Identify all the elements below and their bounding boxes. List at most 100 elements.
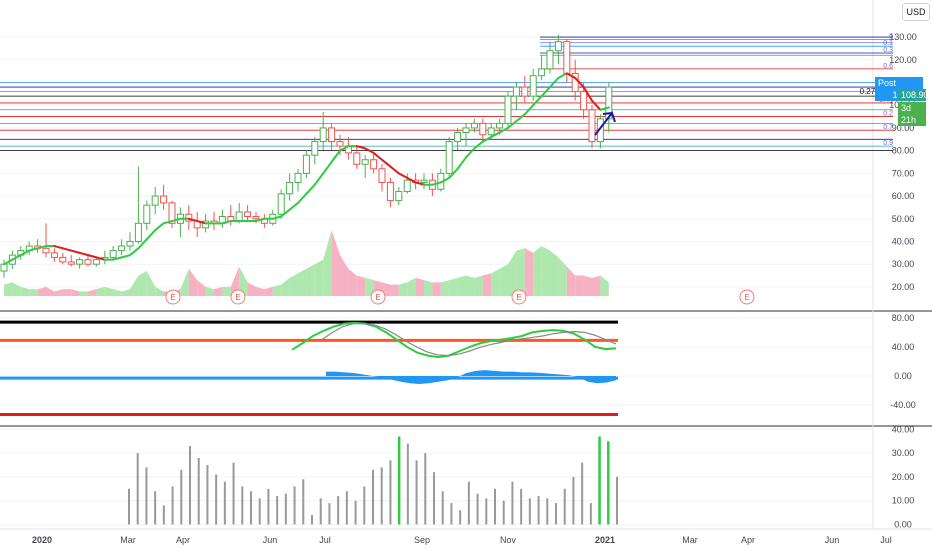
osc-tick-label: 40.00 bbox=[892, 342, 915, 352]
candle-body bbox=[596, 118, 604, 143]
earnings-marker-circle bbox=[370, 289, 386, 305]
moving-average-segment bbox=[145, 229, 157, 241]
candle-body bbox=[160, 195, 168, 204]
volume-area-segment bbox=[407, 277, 416, 296]
volume-area-segment bbox=[457, 275, 466, 296]
earnings-marker-circle bbox=[230, 289, 246, 305]
candle-body bbox=[462, 127, 470, 133]
volume-area-segment bbox=[415, 277, 424, 296]
volume-area-segment bbox=[508, 250, 517, 296]
moving-average-segment bbox=[137, 238, 148, 250]
moving-average-segment bbox=[582, 86, 593, 102]
price-tick-label: 90.00 bbox=[892, 123, 915, 133]
volume-area-segment bbox=[550, 250, 559, 296]
volume-area-segment bbox=[247, 282, 256, 296]
volume-area-segment bbox=[281, 277, 290, 296]
candle-body bbox=[403, 179, 411, 193]
moving-average-segment bbox=[313, 172, 325, 186]
moving-average-segment bbox=[288, 201, 299, 211]
volume-area-segment bbox=[440, 280, 450, 296]
volume-area-segment bbox=[130, 275, 139, 296]
candle-body bbox=[395, 191, 403, 202]
moving-average-segment bbox=[221, 220, 232, 225]
bar-tick-label: 40.00 bbox=[892, 424, 915, 434]
candle-body bbox=[445, 141, 453, 174]
moving-average-segment bbox=[549, 76, 560, 89]
osc-histogram bbox=[326, 370, 616, 384]
volume-area-segment bbox=[256, 286, 265, 296]
moving-average-segment bbox=[372, 151, 383, 161]
volume-area-segment bbox=[432, 282, 441, 296]
time-tick-label: Jun bbox=[825, 535, 840, 545]
bar-tick-label: 20.00 bbox=[892, 472, 915, 482]
earnings-marker-label: E bbox=[375, 293, 380, 302]
volume-area-segment bbox=[575, 275, 584, 296]
moving-average-segment bbox=[28, 247, 39, 252]
volume-area-segment bbox=[340, 255, 349, 296]
candle-body bbox=[202, 220, 210, 229]
moving-average-segment bbox=[70, 249, 81, 254]
earnings-marker: E bbox=[370, 289, 386, 305]
moving-average-segment bbox=[591, 99, 602, 111]
volume-area-segment bbox=[600, 275, 609, 296]
fib-level-label: 0.6 bbox=[883, 63, 893, 70]
volume-area-segment bbox=[4, 282, 13, 296]
candle-body bbox=[538, 68, 546, 77]
candle-body bbox=[286, 181, 294, 195]
candle-body bbox=[521, 86, 529, 97]
price-tick-label: 60.00 bbox=[892, 191, 915, 201]
moving-average-segment bbox=[112, 256, 123, 261]
earnings-marker-label: E bbox=[516, 293, 521, 302]
moving-average-segment bbox=[473, 140, 484, 150]
earnings-marker: E bbox=[739, 289, 755, 305]
time-tick-label: 2020 bbox=[32, 535, 52, 545]
volume-area-segment bbox=[298, 268, 307, 296]
candle-body bbox=[454, 131, 462, 143]
volume-area-segment bbox=[205, 286, 214, 296]
moving-average-segment bbox=[87, 254, 98, 259]
moving-average-segment bbox=[465, 147, 476, 159]
candle-body bbox=[109, 250, 117, 258]
currency-button[interactable]: USD bbox=[902, 3, 930, 21]
volume-area-segment bbox=[524, 248, 534, 296]
moving-average-segment bbox=[574, 76, 585, 89]
volume-area-segment bbox=[37, 286, 46, 296]
moving-average-segment bbox=[364, 147, 375, 154]
candle-body bbox=[512, 86, 520, 97]
candle-body bbox=[50, 252, 58, 258]
candle-body bbox=[0, 263, 8, 272]
volume-area-segment bbox=[382, 282, 391, 296]
osc-slow-line bbox=[321, 323, 617, 357]
volume-area-segment bbox=[197, 280, 206, 296]
volume-area-segment bbox=[390, 284, 399, 296]
moving-average-segment bbox=[406, 176, 417, 184]
volume-area-segment bbox=[491, 268, 500, 296]
osc-tick-label: 80.00 bbox=[892, 313, 915, 323]
candle-body bbox=[496, 122, 504, 129]
candle-body bbox=[580, 91, 588, 111]
moving-average-segment bbox=[355, 145, 367, 150]
volume-area-segment bbox=[306, 264, 315, 296]
volume-area-segment bbox=[222, 286, 231, 296]
moving-average-segment bbox=[53, 245, 64, 250]
volume-area-segment bbox=[230, 266, 240, 296]
candle-body bbox=[134, 222, 142, 242]
candle-body bbox=[319, 127, 327, 143]
volume-area-segment bbox=[29, 289, 38, 296]
moving-average-segment bbox=[19, 249, 31, 257]
volume-area-segment bbox=[104, 286, 114, 296]
moving-average-segment bbox=[523, 104, 535, 116]
earnings-marker: E bbox=[165, 289, 181, 305]
moving-average-segment bbox=[498, 126, 509, 134]
earnings-marker-label: E bbox=[170, 293, 175, 302]
last-price-tag: 108.90 bbox=[898, 89, 929, 101]
moving-average-segment bbox=[297, 192, 308, 204]
volume-area-segment bbox=[541, 246, 550, 296]
volume-area-segment bbox=[323, 230, 332, 296]
volume-area-segment bbox=[239, 266, 248, 296]
moving-average-segment bbox=[322, 161, 333, 175]
candle-body bbox=[588, 109, 596, 143]
volume-area-segment bbox=[71, 289, 80, 296]
candle-body bbox=[328, 127, 336, 143]
